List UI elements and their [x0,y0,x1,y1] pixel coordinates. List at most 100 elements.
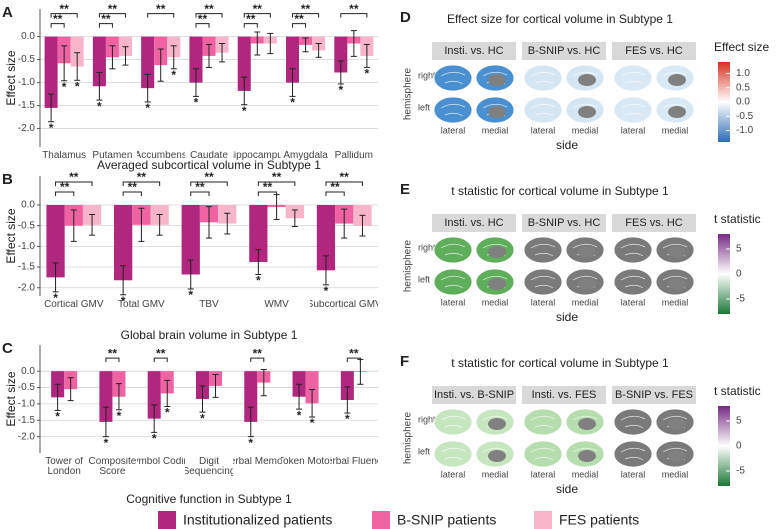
brain-sulcus [440,243,466,257]
bar [46,204,65,278]
colorbar-tick-label: 0.0 [736,97,750,108]
x-axis-title: side [556,138,578,152]
brain [523,96,563,124]
significance-label: ** [195,180,205,194]
significance-label: ** [108,2,118,16]
colorbar-tick-label: 1.0 [736,68,750,79]
brain-medial-wall [668,450,686,462]
colorbar [718,62,730,142]
x-tick-label-box: Caudate [190,151,228,161]
brain-medial-wall [578,74,596,86]
brain [433,440,473,468]
panel-letter: C [2,340,13,357]
significance-star: * [290,96,295,110]
x-tick-label: Symbol Coding [137,457,185,467]
hemisphere-label: left [418,274,431,284]
significance-star: * [310,416,315,430]
brain-medial-wall [668,418,686,430]
brain [613,236,653,264]
map-title: Effect size for cortical volume in Subty… [447,12,673,26]
bar [181,204,200,275]
colorbar-tick-label: 0.5 [736,82,750,93]
y-tick-label: -0.5 [18,220,36,231]
y-tick-label: -1.5 [18,415,36,426]
legend-label: B-SNIP patients [397,512,496,528]
brain [523,236,563,264]
x-tick-label: Cortical GMV [44,300,104,310]
side-label: medial [572,125,599,135]
significance-bracket [346,357,361,363]
significance-bracket [153,357,168,363]
significance-bracket [340,13,368,18]
side-label: lateral [621,125,646,135]
colorbar-tick-label: 0 [736,269,742,280]
x-tick-label: Tower of London [45,457,84,477]
x-axis-title: Averaged subcortical volume in Subtype 1 [97,158,321,172]
brain-medial-wall [488,74,506,86]
y-tick-label: -2.0 [18,123,36,134]
brain-medial-wall [668,106,686,118]
brain-medial-wall [668,74,686,86]
hemisphere-label: right [418,242,436,252]
brain-sulcus [620,243,646,257]
significance-star: * [324,284,329,298]
facet-strip [432,42,516,60]
significance-label: ** [69,170,79,184]
colorbar-tick-label: 5 [736,244,742,255]
y-axis-title: Effect size [4,208,18,263]
x-tick-label: Total GMV [118,300,165,310]
panel-letter: F [400,353,409,370]
brain-sulcus [530,275,556,289]
bar [334,36,348,73]
y-tick-label: -1.0 [18,77,36,88]
y-tick-label: -1.0 [18,241,36,252]
x-tick-label-box: Verbal Memory [233,457,281,467]
panel-letter: B [2,171,13,188]
significance-label: ** [60,180,70,194]
colorbar-title: t statistic [714,212,761,226]
x-tick-label: Thalamus [42,151,87,161]
significance-bracket [292,23,307,28]
significance-star: * [297,408,302,422]
significance-star: * [188,288,193,302]
brain [433,236,473,264]
brain [613,408,653,436]
brain-sulcus [440,415,466,429]
x-tick-label-box: Composite Score [88,457,137,477]
side-label: lateral [621,469,646,479]
panel-letter: E [400,181,410,198]
brain-sulcus [620,415,646,429]
significance-bracket [243,23,258,28]
colorbar-tick-label: -5 [736,294,745,305]
facet-strip [612,214,696,232]
brain-medial-wall [578,246,596,258]
significance-star: * [53,291,58,305]
brain-medial-wall [578,278,596,290]
significance-star: * [194,96,199,110]
facet-strip [612,42,696,60]
brain [523,408,563,436]
facet-label: Insti. vs. HC [444,217,503,229]
brain-medial-wall [578,106,596,118]
side-label: lateral [531,469,556,479]
significance-bracket [325,181,363,186]
significance-label: ** [101,12,111,26]
facet-label: FES vs. HC [625,45,683,57]
colorbar [718,234,730,314]
x-tick-label: Pallidum [334,151,374,161]
hemisphere-label: left [418,102,431,112]
y-tick-label: 0.0 [21,200,35,211]
brain [433,268,473,296]
x-tick-label: Composite Score [88,457,137,477]
y-axis-title: hemisphere [403,239,414,292]
significance-star: * [75,79,80,93]
y-tick-label: -0.5 [18,54,36,65]
significance-label: ** [349,346,359,360]
significance-bracket [257,191,278,196]
x-tick-label-box: Amygdala [283,151,327,161]
x-tick-label-box: Subcortical GMV [310,300,378,310]
bar [237,36,251,91]
brain-medial-wall [668,278,686,290]
colorbar-tick-label: 0 [736,441,742,452]
